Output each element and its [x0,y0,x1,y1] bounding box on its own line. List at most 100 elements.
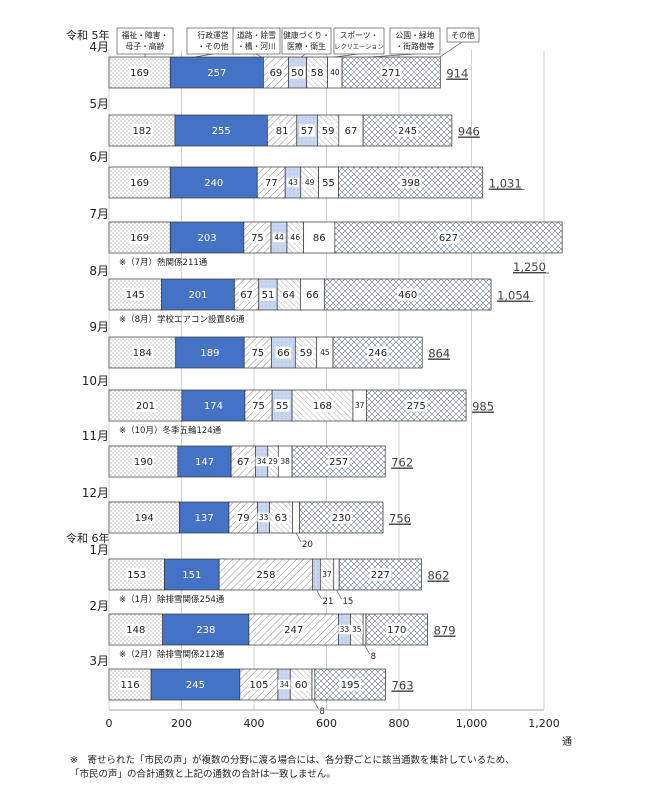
value-label-bg [298,346,314,359]
total-label: 914 [446,67,468,81]
value-label-bg [238,288,255,301]
month-label: 8月 [89,264,109,278]
value-label: 169 [130,233,149,244]
value-label-bg [304,288,321,301]
value-label-bg [309,66,325,79]
annotation-note: ※（1月）除排雪関係254通 [119,594,225,605]
value-label-bg [320,124,336,137]
value-label: 60 [295,680,308,691]
value-label: 147 [195,457,214,468]
bar-segment [311,668,316,701]
value-label-bg [286,177,300,188]
value-label: 145 [126,290,145,301]
gridlines [108,50,545,710]
value-label-bg [125,623,147,636]
value-label-bg [350,624,363,635]
value-label: 169 [130,178,149,189]
value-label: 627 [439,233,458,244]
value-label: 238 [196,625,215,636]
value-label-bg [369,568,392,581]
legend-label: ・街路樹等 [396,41,435,51]
era-label: 令和 5年 [66,28,110,42]
value-label: 67 [240,290,253,301]
value-label: 203 [198,233,217,244]
value-label-bg [277,679,291,690]
value-label: 86 [313,233,326,244]
value-label-bg [125,568,148,581]
value-label-bg [311,231,327,244]
legend-label: 道路・除雪 [237,30,276,40]
legend-label: その他 [451,30,475,40]
total-label: 756 [389,512,411,526]
callout-line [336,589,342,600]
value-label-bg [289,232,302,243]
x-tick-label: 200 [171,717,192,730]
legend-box [116,27,174,55]
month-label: 12月 [82,486,109,500]
value-label: 67 [345,126,358,137]
callout-line [316,589,322,600]
legend-box [232,27,281,55]
era-label: 令和 6年 [66,531,110,545]
value-label-bg [128,66,151,79]
value-label: 43 [288,178,298,187]
value-label: 79 [237,513,250,524]
legend-label: 公園・緑地 [396,30,435,40]
value-label: 184 [133,348,152,359]
value-label: 59 [300,348,313,359]
value-label: 240 [204,178,223,189]
value-label: 8 [371,652,376,662]
value-label-bg [386,623,408,636]
value-label: 174 [204,401,223,412]
month-label: 11月 [82,429,109,443]
value-label-bg [260,288,276,301]
bar-segment [174,114,268,147]
month-label: 4月 [89,40,109,54]
value-label-bg [119,678,141,691]
value-label-bg [279,456,292,467]
value-label-bg [275,346,292,359]
value-label: 59 [322,126,335,137]
value-label-bg [250,346,266,359]
month-label: 7月 [89,207,109,221]
value-label: 57 [301,126,314,137]
value-label: 116 [120,680,139,691]
x-tick-label: 0 [106,717,113,730]
value-label-bg [299,124,315,137]
value-label: 66 [306,290,319,301]
bar-segment [333,558,340,591]
legend-label: 福祉・障害・ [122,30,169,40]
bar-segment [175,336,245,369]
annotation-note: ※（2月）除排雪関係212通 [119,649,225,660]
value-label-bg [133,511,155,524]
annotation-note: ※（10月）冬季五輪124通 [119,425,222,436]
value-label: 245 [186,680,205,691]
bar-segment [108,558,165,591]
value-label-bg [131,124,153,137]
value-label-bg [396,288,419,301]
x-tick-label: 1,000 [456,717,488,730]
legend-leader-line [439,41,463,58]
value-label: 189 [200,348,219,359]
value-label: 201 [188,290,207,301]
value-label: 29 [268,457,278,466]
value-label: 20 [302,540,313,550]
value-label: 49 [305,178,315,187]
value-label-bg [330,511,353,524]
x-tick-label: 400 [244,717,265,730]
value-label: 51 [262,290,275,301]
value-label-bg [274,399,290,412]
bar-segment [169,56,264,89]
total-label: 763 [392,679,414,693]
value-label: 50 [291,68,304,79]
month-label: 6月 [89,150,109,164]
value-label-bg [249,231,266,244]
value-label: 8 [319,707,324,717]
value-label: 148 [126,625,145,636]
value-label: 69 [270,68,283,79]
value-label-bg [272,232,286,243]
legend-box [446,27,480,43]
value-label: 75 [251,348,264,359]
total-label: 1,054 [497,289,530,303]
